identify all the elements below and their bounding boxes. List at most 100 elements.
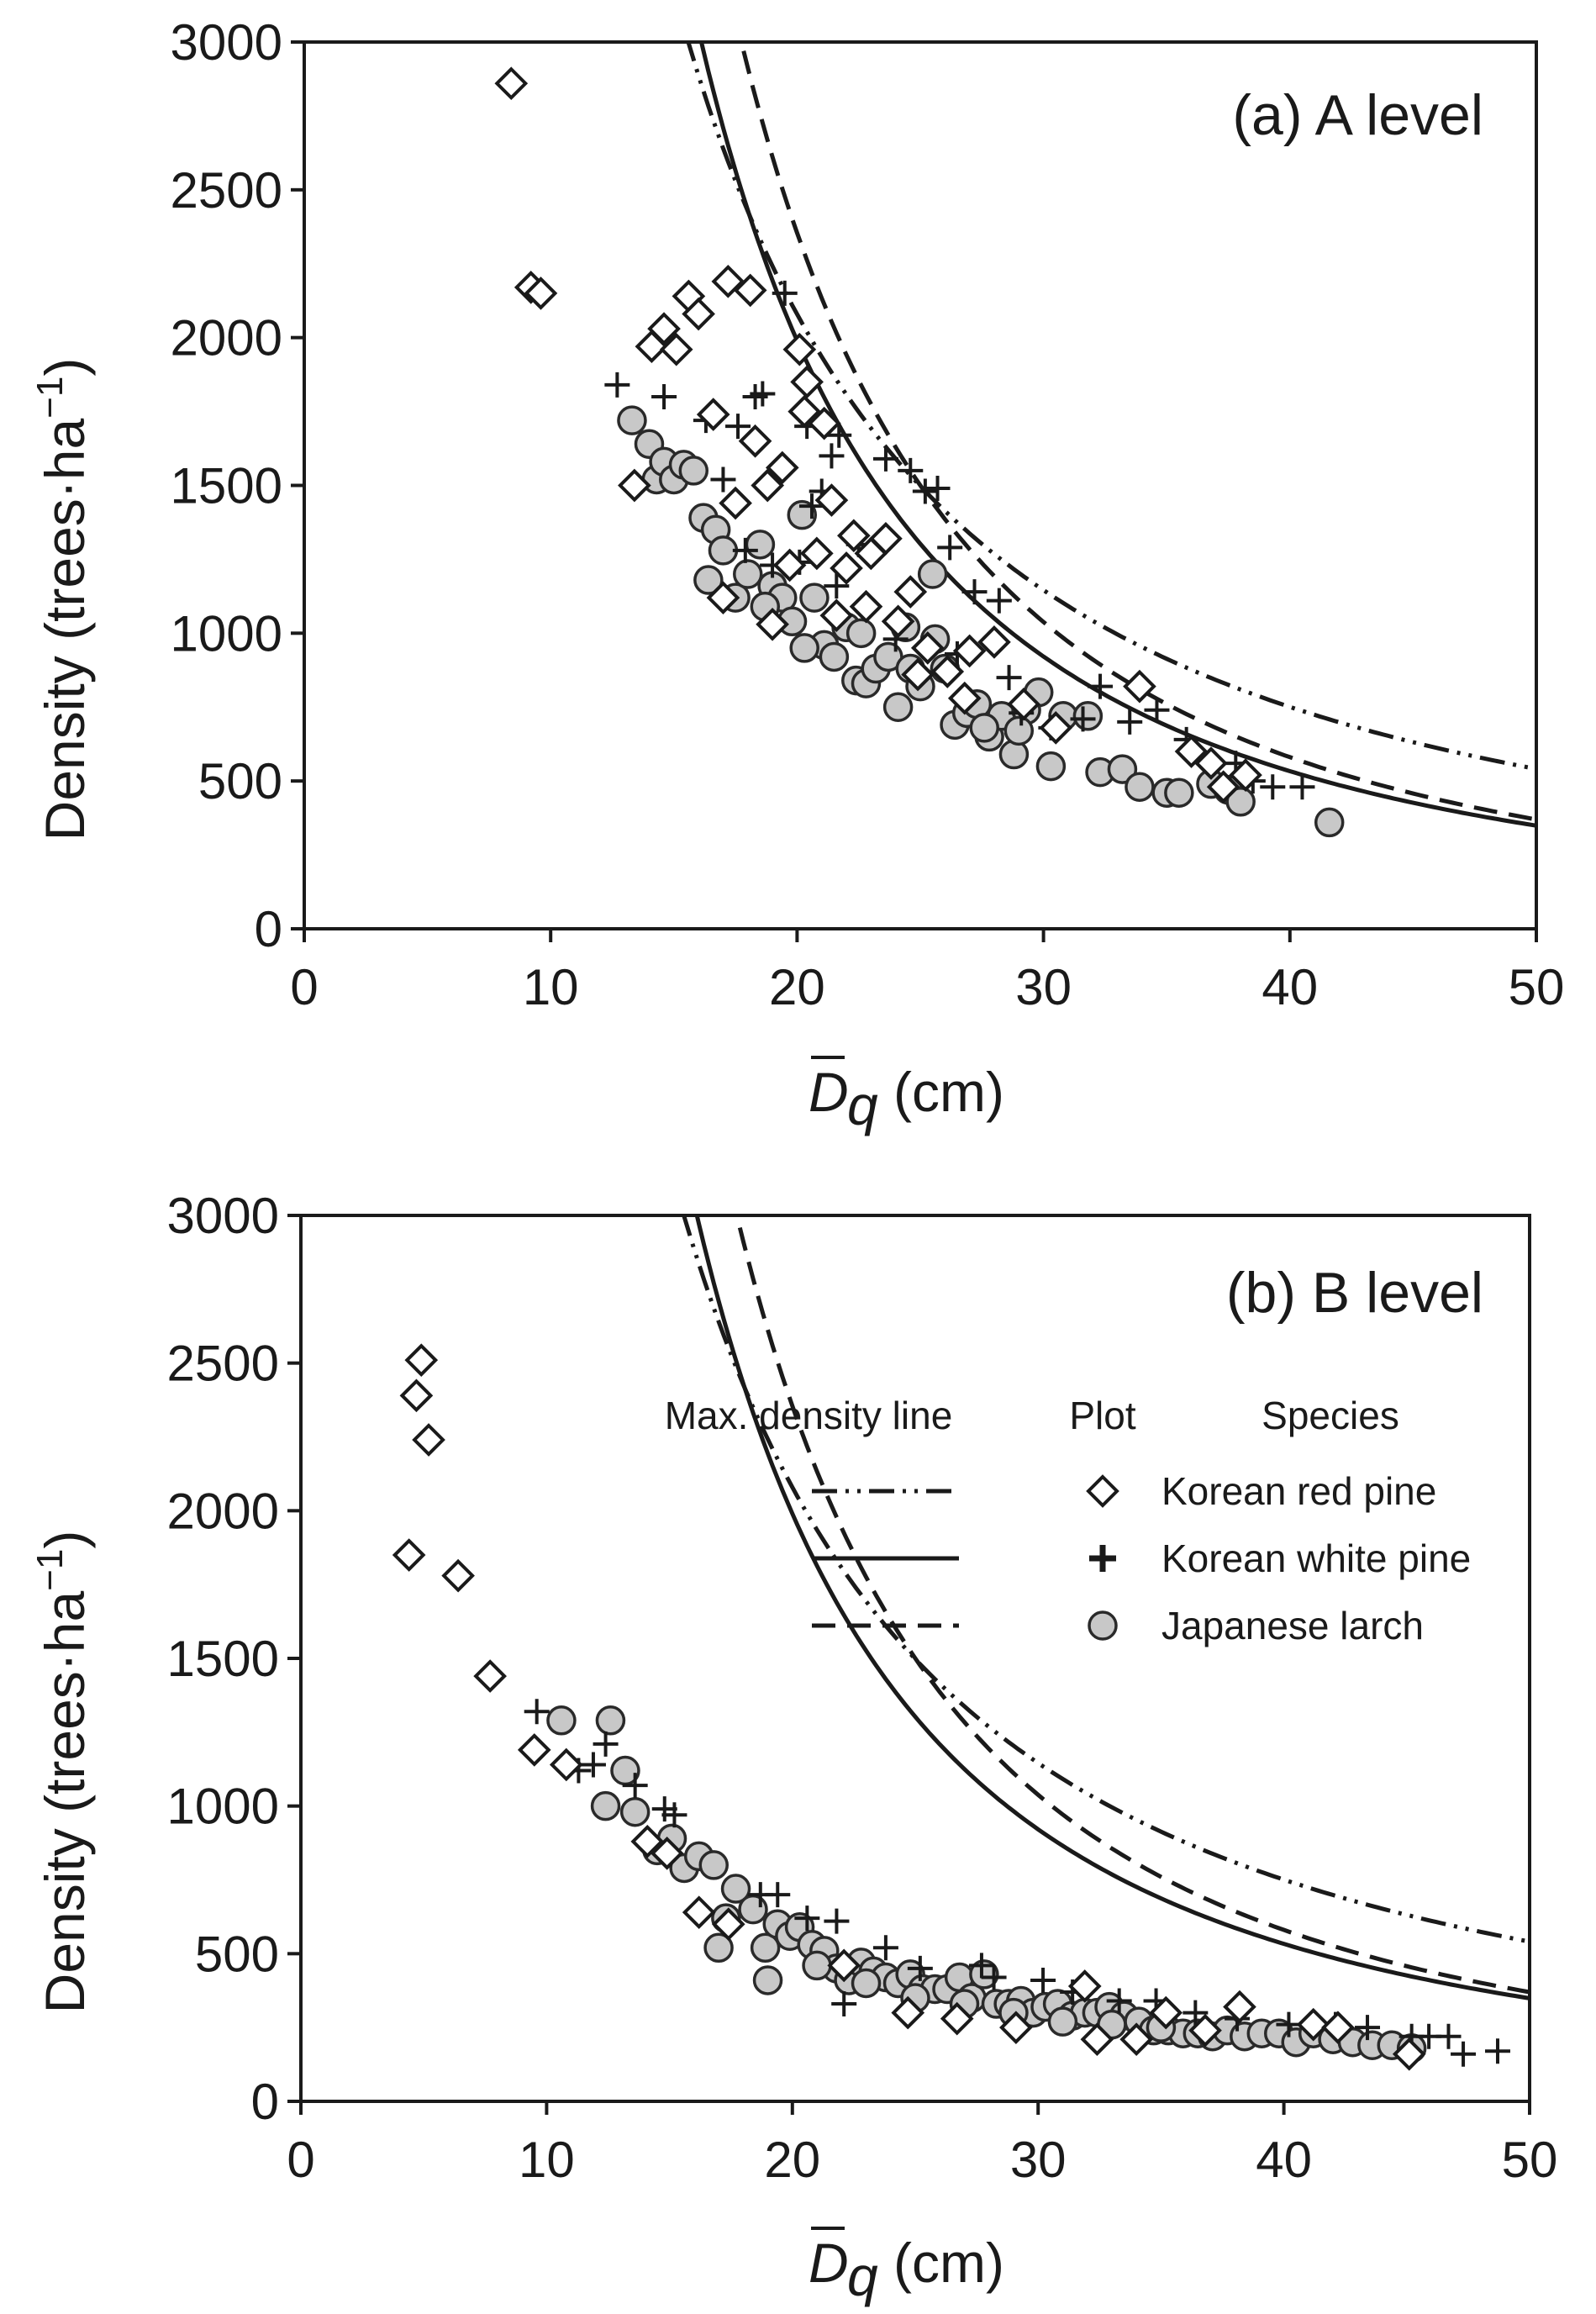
panel-b-point-korean-red-pine xyxy=(1188,2013,1222,2048)
panel-b-y-tick-label: 0 xyxy=(251,2074,279,2130)
panel-a-point-japanese-larch xyxy=(819,641,850,672)
panel-a-point-korean-white-pine xyxy=(986,588,1012,614)
panel-b-point-korean-white-pine xyxy=(981,1964,1007,1990)
panel-a-point-korean-red-pine xyxy=(881,604,915,639)
panel-a-y-axis-title: Density (trees·ha−1) xyxy=(29,358,96,841)
panel-b-point-korean-red-pine xyxy=(404,1343,439,1377)
panel-a-point-korean-white-pine xyxy=(1144,697,1170,723)
panel-a-point-japanese-larch xyxy=(845,618,877,649)
panel-b-point-korean-white-pine xyxy=(1451,2041,1477,2067)
legend-header-plot: Plot xyxy=(1069,1394,1135,1437)
panel-a-x-title-subscript: q xyxy=(847,1074,878,1136)
panel-a-x-title-unit: (cm) xyxy=(893,1061,1004,1123)
panel-b-x-tick-label: 40 xyxy=(1256,2132,1312,2188)
panel-b-label: (b) B level xyxy=(1226,1261,1483,1325)
panel-a-point-korean-white-pine xyxy=(819,443,845,469)
panel-b-x-tick-label: 30 xyxy=(1010,2132,1067,2188)
panel-a-y-title-sup: −1 xyxy=(29,377,71,419)
panel-a-point-korean-red-pine xyxy=(1229,758,1262,792)
panel-a-y-title-close: ) xyxy=(34,358,96,377)
panel-a-x-tick-label: 10 xyxy=(523,959,579,1015)
panel-b-point-korean-white-pine xyxy=(580,1752,606,1778)
panel-b-point-korean-red-pine xyxy=(1321,2011,1355,2044)
panel-a-point-korean-red-pine xyxy=(947,681,982,715)
panel-a-point-japanese-larch xyxy=(693,565,724,595)
panel-b-point-korean-red-pine xyxy=(630,1825,665,1858)
panel-b-point-korean-red-pine xyxy=(999,2011,1033,2044)
panel-b-y-title-text: Density (trees·ha xyxy=(34,1591,96,2014)
panel-a-point-korean-white-pine xyxy=(1070,706,1096,732)
panel-b-x-tick-label: 10 xyxy=(519,2132,575,2188)
panel-a-y-tick-label: 1000 xyxy=(171,605,282,662)
panel-a-point-japanese-larch xyxy=(1164,777,1194,808)
panel-a-y-tick-label: 1500 xyxy=(171,458,282,514)
panel-b-point-korean-red-pine xyxy=(1080,2022,1114,2057)
panel-a-point-korean-red-pine xyxy=(807,406,841,440)
panel-a-point-korean-red-pine xyxy=(910,631,945,665)
panel-b-point-korean-white-pine xyxy=(1030,1967,1056,1993)
panel-b-max-density-line-korean-white-pine xyxy=(694,1215,1530,2000)
panel-a-point-korean-red-pine xyxy=(659,332,693,366)
panel-b-point-japanese-larch xyxy=(1047,2006,1078,2037)
panel-a-point-japanese-larch xyxy=(998,739,1030,770)
panel-b-point-korean-white-pine xyxy=(824,1908,850,1934)
panel-b-point-korean-red-pine xyxy=(473,1659,507,1693)
panel-b-y-tick-label: 2500 xyxy=(167,1336,279,1392)
panel-a-x-tick-label: 0 xyxy=(290,959,318,1015)
panel-b-y-tick-label: 1000 xyxy=(167,1779,279,1835)
panel-a-x-title-symbol: D xyxy=(809,1061,849,1123)
panel-b-point-korean-red-pine xyxy=(399,1378,434,1413)
panel-a-point-korean-red-pine xyxy=(782,332,817,366)
panel-a-max-density-line-korean-white-pine xyxy=(698,42,1536,828)
panel-a-point-korean-red-pine xyxy=(869,521,903,556)
panel-a-point-korean-red-pine xyxy=(1206,770,1240,804)
panel-a-point-korean-red-pine xyxy=(738,424,772,458)
panel-a-point-korean-red-pine xyxy=(494,66,529,101)
panel-b-point-korean-white-pine xyxy=(765,1882,791,1908)
panel-a-point-korean-red-pine xyxy=(1194,746,1228,780)
panel-a-point-korean-red-pine xyxy=(719,486,752,520)
panel-b-point-korean-red-pine xyxy=(1392,2037,1426,2071)
panel-b-point-japanese-larch xyxy=(595,1705,626,1736)
panel-b-point-korean-red-pine xyxy=(441,1558,475,1593)
panel-b-x-axis-title: D q (cm) xyxy=(809,2227,1004,2307)
panel-a-point-korean-red-pine xyxy=(706,581,740,614)
panel-a-point-japanese-larch xyxy=(882,692,914,722)
panel-b-point-japanese-larch xyxy=(738,1894,768,1925)
panel-a-point-korean-white-pine xyxy=(732,537,758,563)
panel-a-point-korean-white-pine xyxy=(1088,673,1114,699)
panel-a-point-japanese-larch xyxy=(1125,772,1155,802)
panel-b-point-korean-white-pine xyxy=(593,1731,619,1757)
panel-b-point-korean-white-pine xyxy=(1484,2038,1510,2064)
legend-marker-circle xyxy=(1088,1610,1118,1641)
panel-b-point-korean-red-pine xyxy=(517,1733,551,1767)
panel-b-x-title-subscript: q xyxy=(847,2245,878,2307)
panel-a-point-korean-red-pine xyxy=(837,519,871,553)
panel-b-point-korean-white-pine xyxy=(794,1905,820,1932)
panel-a-point-korean-white-pine xyxy=(710,466,736,493)
panel-a-plot-area xyxy=(494,42,1536,838)
panel-b-point-korean-red-pine xyxy=(940,2001,974,2036)
panel-a-y-tick-label: 2000 xyxy=(171,310,282,366)
panel-a-x-tick-label: 30 xyxy=(1015,959,1072,1015)
panel-a-label: (a) A level xyxy=(1232,83,1483,147)
panel-b-point-korean-white-pine xyxy=(831,1991,857,2017)
panel-a-point-japanese-larch xyxy=(799,582,830,613)
panel-a-y-tick-label: 2500 xyxy=(171,162,282,219)
panel-b-x-title-symbol: D xyxy=(809,2232,849,2294)
panel-a-point-japanese-larch xyxy=(678,456,709,486)
svg-text:Density (trees·ha−1): Density (trees·ha−1) xyxy=(29,1531,96,2014)
panel-a-point-korean-red-pine xyxy=(1007,687,1040,721)
legend-label-white-pine: Korean white pine xyxy=(1161,1537,1471,1580)
panel-a-point-korean-red-pine xyxy=(647,312,681,345)
panel-a-point-japanese-larch xyxy=(1225,787,1256,817)
panel-a-point-japanese-larch xyxy=(733,559,763,589)
panel-b-point-japanese-larch xyxy=(546,1705,577,1736)
panel-a-point-korean-red-pine xyxy=(800,536,834,571)
panel-a-point-korean-white-pine xyxy=(937,535,963,561)
panel-b-point-korean-white-pine xyxy=(872,1935,898,1961)
panel-a-point-korean-white-pine xyxy=(912,478,938,504)
legend-label-larch: Japanese larch xyxy=(1161,1604,1424,1647)
